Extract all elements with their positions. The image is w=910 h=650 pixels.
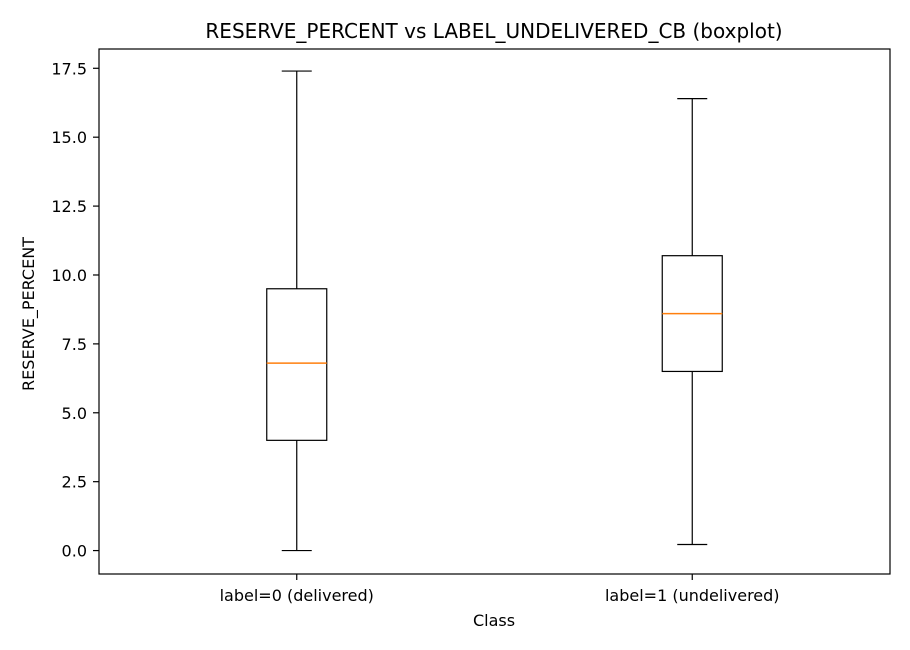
plot-frame <box>98 48 891 575</box>
box-1 <box>266 70 328 552</box>
y-axis-label: RESERVE_PERCENT <box>19 237 39 391</box>
box-2 <box>661 98 723 546</box>
boxes-layer <box>266 70 723 552</box>
x-axis: label=0 (delivered) label=1 (undelivered) <box>220 574 780 605</box>
x-axis-label: Class <box>473 611 515 630</box>
y-tick-label: 15.0 <box>51 128 87 147</box>
x-tick-label: label=0 (delivered) <box>220 586 374 605</box>
x-tick-label: label=1 (undelivered) <box>605 586 780 605</box>
y-tick-label: 2.5 <box>62 473 87 492</box>
y-tick-label: 12.5 <box>51 197 87 216</box>
iqr-box <box>266 288 328 441</box>
y-tick-label: 7.5 <box>62 335 87 354</box>
chart-title: RESERVE_PERCENT vs LABEL_UNDELIVERED_CB … <box>205 19 782 43</box>
y-tick-label: 5.0 <box>62 404 87 423</box>
y-tick-label: 0.0 <box>62 542 87 561</box>
y-tick-label: 10.0 <box>51 266 87 285</box>
y-tick-label: 17.5 <box>51 59 87 78</box>
y-axis: 0.0 2.5 5.0 7.5 10.0 12.5 15.0 17.5 <box>51 59 99 561</box>
